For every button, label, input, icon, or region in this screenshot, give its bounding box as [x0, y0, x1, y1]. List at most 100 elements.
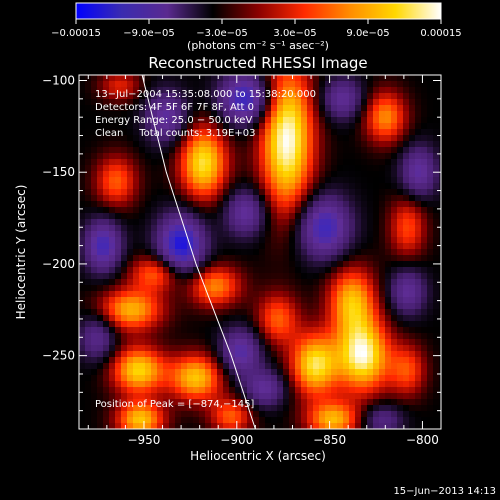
heatmap-cell: [379, 279, 386, 286]
heatmap-cell: [169, 375, 176, 382]
heatmap-cell: [151, 207, 158, 214]
heatmap-cell: [403, 381, 410, 388]
heatmap-cell: [427, 87, 434, 94]
heatmap-cell: [103, 147, 110, 154]
heatmap-cell: [169, 249, 176, 256]
heatmap-cell: [421, 123, 428, 130]
heatmap-cell: [145, 351, 152, 358]
heatmap-cell: [151, 129, 158, 136]
heatmap-cell: [253, 333, 260, 340]
heatmap-cell: [133, 321, 140, 328]
heatmap-cell: [325, 177, 332, 184]
heatmap-cell: [439, 75, 441, 82]
heatmap-cell: [241, 207, 248, 214]
heatmap-cell: [103, 291, 110, 298]
heatmap-cell: [169, 141, 176, 148]
heatmap-cell: [301, 405, 308, 412]
heatmap-cell: [91, 165, 98, 172]
heatmap-cell: [175, 255, 182, 262]
heatmap-cell: [289, 165, 296, 172]
heatmap-cell: [115, 297, 122, 304]
heatmap-cell: [331, 201, 338, 208]
heatmap-cell: [295, 363, 302, 370]
heatmap-cell: [181, 231, 188, 238]
heatmap-cell: [379, 195, 386, 202]
heatmap-cell: [121, 177, 128, 184]
heatmap-cell: [193, 345, 200, 352]
heatmap-cell: [301, 393, 308, 400]
heatmap-cell: [379, 243, 386, 250]
heatmap-cell: [133, 243, 140, 250]
heatmap-cell: [139, 201, 146, 208]
heatmap-cell: [385, 207, 392, 214]
heatmap-cell: [301, 129, 308, 136]
heatmap-cell: [127, 111, 134, 118]
heatmap-cell: [283, 201, 290, 208]
heatmap-cell: [349, 369, 356, 376]
heatmap-cell: [403, 105, 410, 112]
heatmap-cell: [181, 111, 188, 118]
heatmap-cell: [145, 129, 152, 136]
heatmap-cell: [235, 309, 242, 316]
heatmap-cell: [247, 393, 254, 400]
heatmap-cell: [181, 219, 188, 226]
heatmap-cell: [409, 297, 416, 304]
heatmap-cell: [229, 213, 236, 220]
heatmap-cell: [115, 327, 122, 334]
heatmap-cell: [373, 417, 380, 424]
heatmap-cell: [127, 393, 134, 400]
heatmap-cell: [181, 339, 188, 346]
heatmap-cell: [385, 309, 392, 316]
heatmap-cell: [397, 387, 404, 394]
heatmap-cell: [253, 291, 260, 298]
heatmap-cell: [415, 411, 422, 418]
heatmap-cell: [241, 363, 248, 370]
heatmap-cell: [433, 345, 440, 352]
heatmap-cell: [163, 135, 170, 142]
heatmap-cell: [289, 141, 296, 148]
heatmap-cell: [385, 141, 392, 148]
heatmap-cell: [337, 111, 344, 118]
heatmap-cell: [439, 129, 441, 136]
heatmap-cell: [121, 405, 128, 412]
heatmap-cell: [133, 255, 140, 262]
heatmap-cell: [169, 363, 176, 370]
heatmap-cell: [433, 423, 440, 429]
heatmap-cell: [439, 141, 441, 148]
heatmap-cell: [295, 75, 302, 82]
heatmap-cell: [331, 423, 338, 429]
heatmap-cell: [361, 417, 368, 424]
heatmap-cell: [139, 117, 146, 124]
heatmap-cell: [187, 411, 194, 418]
heatmap-cell: [325, 207, 332, 214]
heatmap-cell: [259, 177, 266, 184]
heatmap-cell: [391, 399, 398, 406]
heatmap-cell: [223, 237, 230, 244]
heatmap-cell: [103, 381, 110, 388]
heatmap-cell: [397, 291, 404, 298]
heatmap-cell: [391, 117, 398, 124]
heatmap-cell: [217, 249, 224, 256]
heatmap-cell: [247, 309, 254, 316]
heatmap-cell: [139, 315, 146, 322]
heatmap-cell: [253, 183, 260, 190]
heatmap-cell: [235, 201, 242, 208]
heatmap-cell: [127, 375, 134, 382]
heatmap-cell: [151, 345, 158, 352]
heatmap-cell: [175, 231, 182, 238]
heatmap-cell: [379, 111, 386, 118]
heatmap-cell: [175, 411, 182, 418]
heatmap-cell: [409, 93, 416, 100]
heatmap-cell: [91, 363, 98, 370]
heatmap-cell: [151, 135, 158, 142]
heatmap-cell: [427, 165, 434, 172]
heatmap-cell: [277, 249, 284, 256]
heatmap-cell: [145, 159, 152, 166]
heatmap-cell: [361, 351, 368, 358]
heatmap-cell: [421, 237, 428, 244]
heatmap-cell: [301, 345, 308, 352]
heatmap-cell: [433, 81, 440, 88]
heatmap-cell: [157, 195, 164, 202]
heatmap-cell: [319, 111, 326, 118]
heatmap-cell: [199, 273, 206, 280]
